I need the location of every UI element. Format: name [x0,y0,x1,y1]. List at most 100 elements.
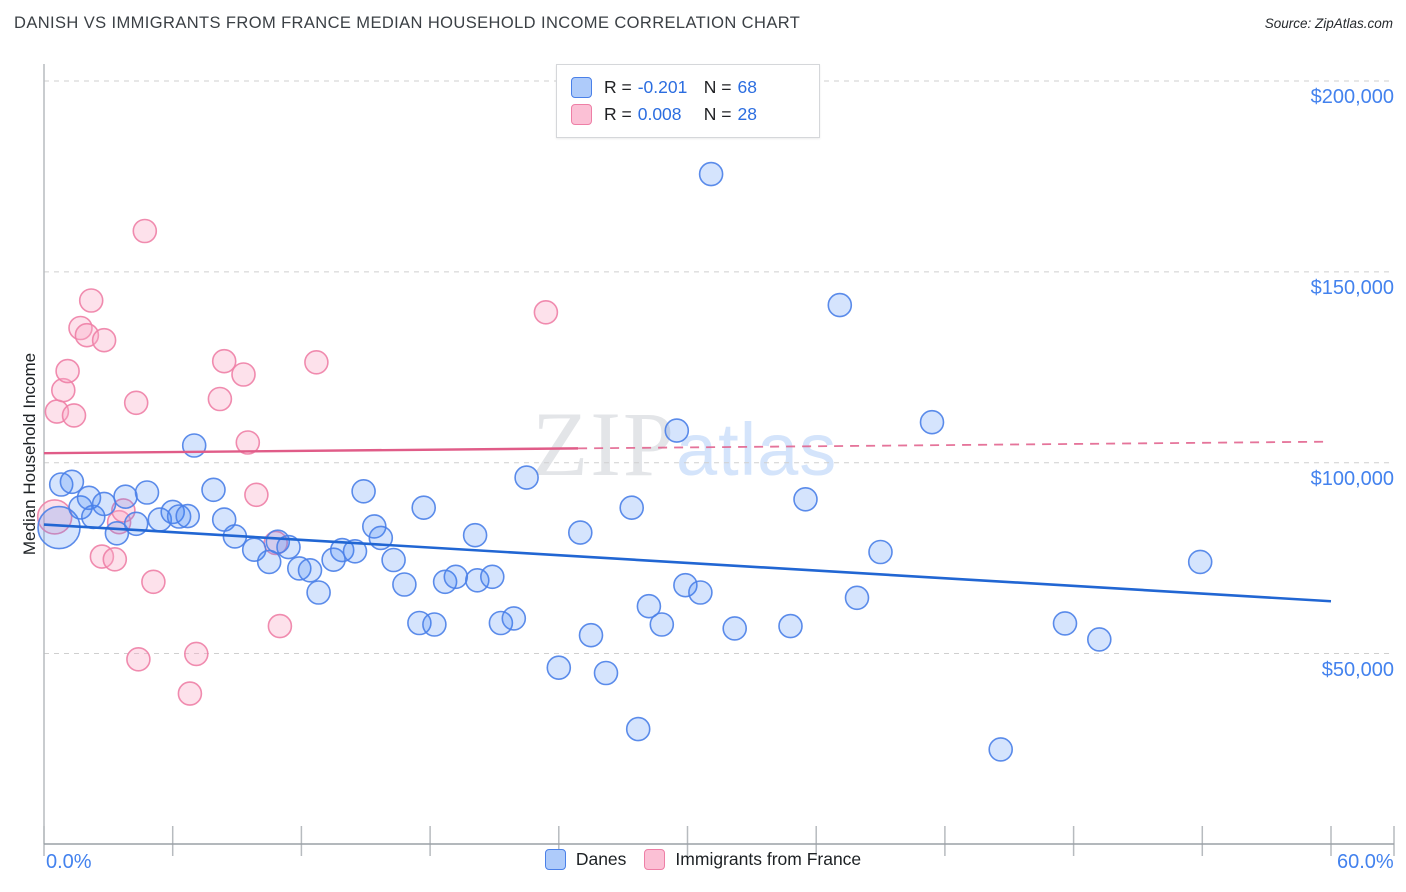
danes-point [578,622,604,648]
danes-point [361,514,387,539]
r-value-danes: -0.201 [637,77,688,97]
danes-point [919,409,945,435]
danes-point [123,511,149,537]
france-legend-label: Immigrants from France [675,849,862,869]
danes-point [113,484,138,510]
x-tick-label-max: 60.0% [1337,851,1394,873]
y-tick-label-200k: $200,000 [1310,86,1394,108]
danes-point [68,495,93,520]
r-label: R = [604,77,632,97]
r-label: R = [604,104,632,124]
danes-point [827,292,853,318]
danes-point [342,538,368,564]
danes-point [636,593,662,619]
danes-point [625,716,651,742]
france-point [211,348,237,374]
danes-point [201,477,226,503]
france-point [91,327,117,353]
danes-point [868,539,893,565]
danes-point [59,469,85,495]
danes-point [488,610,514,636]
r-value-france: 0.008 [637,104,682,124]
n-value-france: 28 [737,104,757,124]
y-tick-label-50k: $50,000 [1321,659,1394,681]
danes-point [619,495,645,521]
page-title: DANISH VS IMMIGRANTS FROM FRANCE MEDIAN … [14,14,801,32]
danes-point [181,433,207,458]
danes-point [1052,611,1078,636]
source-attribution: Source: ZipAtlas.com [1264,16,1393,31]
france-point [141,569,166,595]
danes-point [688,580,713,605]
france-point [184,641,209,667]
danes-point [793,486,818,512]
france-point [132,218,158,244]
danes-point [501,606,527,631]
stats-legend-row-france: R = 0.008 N = 28 [571,101,807,128]
n-value-danes: 68 [737,77,757,97]
france-point [78,288,104,313]
danes-point [1087,627,1112,652]
x-tick-label-min: 0.0% [46,851,92,873]
danes-point [329,537,355,563]
danes-point [673,572,698,598]
danes-point [1187,549,1213,575]
danes-trend-line [43,523,1332,603]
y-tick-label-100k: $100,000 [1310,468,1394,490]
danes-point [381,547,406,573]
danes-point [321,547,346,573]
danes-point [351,478,376,504]
danes-point [76,485,102,511]
y-tick-label-150k: $150,000 [1310,277,1394,299]
danes-point [422,612,447,637]
danes-point [462,522,488,548]
danes-point [306,580,331,605]
series-legend-item-danes: Danes [544,849,626,870]
france-point [304,349,329,375]
danes-point [297,557,323,583]
danes-swatch-icon [544,849,566,870]
n-label: N = [703,104,732,124]
danes-point [411,495,437,521]
france-point [235,430,261,455]
danes-point [276,534,301,560]
stats-legend-row-danes: R = -0.201 N = 68 [571,74,807,101]
danes-point [443,564,469,590]
danes-point [392,572,417,597]
n-label: N = [703,77,732,97]
france-point [533,299,559,325]
danes-point [567,520,593,545]
danes-point [698,161,724,187]
france-point [244,482,269,508]
danes-point [166,504,192,529]
france-point [61,403,87,428]
france-swatch-icon [571,104,592,125]
danes-point [175,503,200,529]
stats-legend: R = -0.201 N = 68 R = 0.008 N = 28 [556,64,820,138]
danes-point [722,616,748,641]
danes-point [91,491,117,517]
france-point [231,362,256,387]
france-point [207,386,233,412]
danes-point [844,585,870,611]
series-legend: Danes Immigrants from France [0,849,1406,870]
france-point [102,546,128,572]
france-point [177,681,203,706]
danes-point [546,655,572,681]
france-point [50,377,76,403]
danes-point [514,465,539,490]
danes-point [593,660,619,686]
danes-point [479,564,505,590]
danes-swatch-icon [571,77,592,98]
france-point [126,646,151,672]
france-trend-line-solid [43,447,579,455]
danes-point [988,737,1014,762]
danes-point [464,567,490,593]
france-point [123,390,149,416]
france-point [267,613,293,639]
france-swatch-icon [644,849,666,870]
danes-point [134,480,160,505]
danes-point [649,612,675,637]
